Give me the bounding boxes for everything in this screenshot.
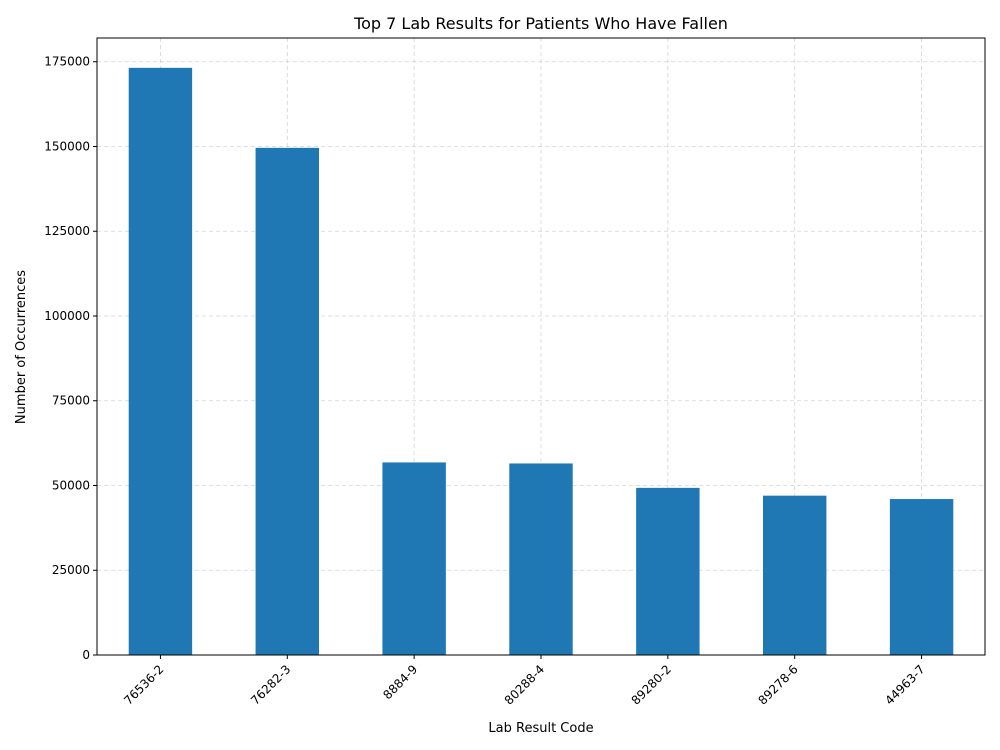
x-tick-label: 76536-2 — [121, 662, 166, 707]
y-tick-label: 0 — [82, 648, 90, 662]
bar-44963-7 — [889, 499, 954, 655]
bar-89280-2 — [636, 487, 700, 655]
y-tick-label: 150000 — [44, 139, 90, 153]
x-tick-label: 80288-4 — [502, 662, 547, 707]
bar-8884-9 — [382, 462, 446, 655]
y-tick-label: 25000 — [52, 563, 90, 577]
bar-80288-4 — [509, 463, 573, 655]
bar-76282-3 — [255, 147, 319, 656]
x-axis-label: Lab Result Code — [488, 721, 593, 736]
y-tick-label: 125000 — [44, 224, 90, 238]
bar-76536-2 — [128, 67, 193, 656]
x-tick-label: 8884-9 — [380, 662, 420, 702]
y-tick-label: 75000 — [52, 394, 90, 408]
y-tick-label: 50000 — [52, 478, 90, 492]
y-tick-label: 100000 — [44, 309, 90, 323]
x-axis-ticks: 76536-2 76282-3 8884-9 80288-4 89280-2 89278-… — [121, 655, 928, 708]
x-tick-label: 76282-3 — [248, 662, 293, 707]
y-axis-label: Number of Occurrences — [14, 270, 29, 424]
y-tick-label: 175000 — [44, 55, 90, 69]
chart-title: Top 7 Lab Results for Patients Who Have … — [353, 14, 728, 33]
y-axis-ticks: 0 25000 50000 75000 100000 125000 150000 175000 — [44, 55, 97, 662]
x-tick-label: 89280-2 — [629, 662, 674, 707]
bars — [128, 67, 954, 656]
x-tick-label: 89278-6 — [755, 662, 800, 707]
x-tick-label: 44963-7 — [882, 662, 927, 707]
bar-89278-6 — [763, 495, 827, 655]
